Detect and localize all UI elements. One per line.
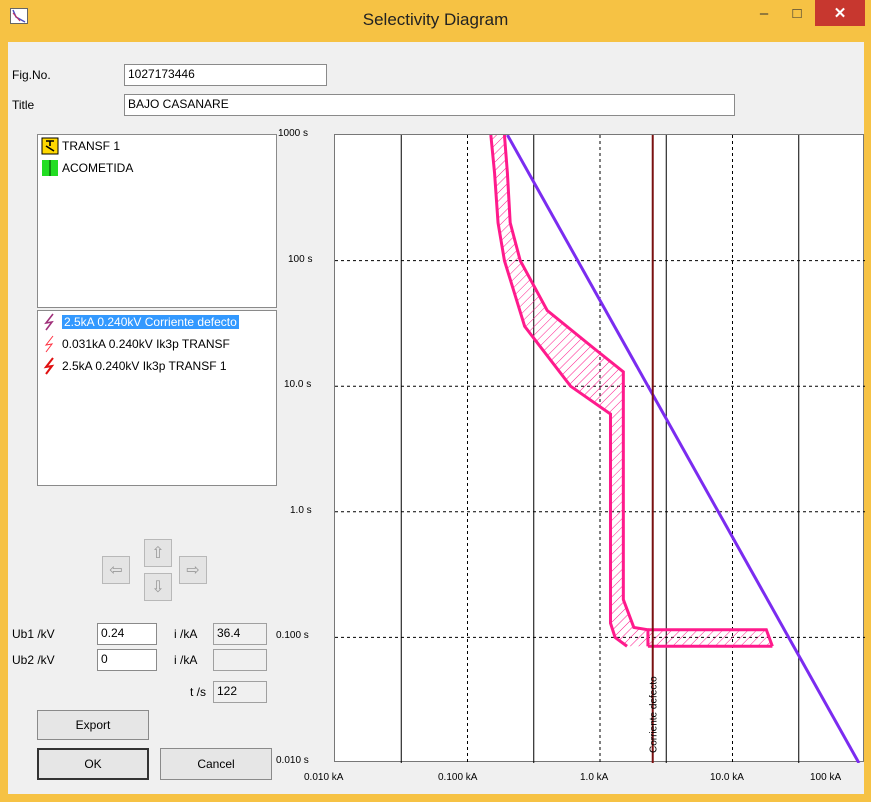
- breaker-band: [490, 135, 648, 647]
- ok-button[interactable]: OK: [37, 748, 149, 780]
- export-button[interactable]: Export: [37, 710, 149, 740]
- ub1-label: Ub1 /kV: [12, 627, 55, 641]
- current-label-2: i /kA: [174, 653, 198, 667]
- breaker-instantaneous-band: [647, 629, 773, 647]
- zoom-in-icon[interactable]: ⇧: [144, 539, 172, 567]
- list-item[interactable]: ACOMETIDA: [38, 157, 276, 179]
- app-icon: [10, 8, 28, 24]
- breaker-instantaneous: [647, 628, 774, 647]
- maximize-button[interactable]: □: [792, 4, 802, 22]
- minimize-button[interactable]: –: [759, 4, 769, 22]
- time-label: t /s: [190, 685, 207, 699]
- current-value-2: [213, 649, 267, 671]
- x-tick-label: 0.010 kA: [304, 772, 344, 783]
- x-tick-label: 0.100 kA: [438, 772, 478, 783]
- cancel-button[interactable]: Cancel: [160, 748, 272, 780]
- title-field[interactable]: BAJO CASANARE: [124, 94, 735, 116]
- title-label: Title: [12, 98, 35, 112]
- title-bar[interactable]: Selectivity Diagram – □ ✕: [0, 0, 871, 42]
- fault-icon: [41, 335, 59, 353]
- right-arrow-icon[interactable]: ⇨: [179, 556, 207, 584]
- window-title: Selectivity Diagram: [362, 10, 509, 29]
- ub2-field[interactable]: 0: [97, 649, 157, 671]
- ub2-label: Ub2 /kV: [12, 653, 55, 667]
- cable-icon: [41, 159, 59, 177]
- fault-list[interactable]: 2.5kA 0.240kV Corriente defecto 0.031kA …: [37, 310, 277, 486]
- x-tick-label: 100 kA: [810, 772, 842, 783]
- x-tick-label: 1.0 kA: [580, 772, 609, 783]
- list-item[interactable]: TRANSF 1: [38, 135, 276, 157]
- close-button[interactable]: ✕: [815, 0, 865, 26]
- selectivity-chart[interactable]: Corriente defecto: [334, 134, 865, 764]
- current-value: 36.4: [213, 623, 267, 645]
- y-tick-label: 0.100 s: [276, 630, 309, 641]
- fault-label: 0.031kA 0.240kV Ik3p TRANSF: [62, 337, 230, 351]
- breaker-curve-min: [489, 134, 628, 648]
- down-arrow-icon[interactable]: ⇩: [144, 573, 172, 601]
- y-tick-label: 1000 s: [278, 128, 309, 139]
- time-value: 122: [213, 681, 267, 703]
- ub1-field[interactable]: 0.24: [97, 623, 157, 645]
- list-item[interactable]: 2.5kA 0.240kV Ik3p TRANSF 1: [38, 355, 276, 377]
- dialog-body: Fig.No. 1027173446 Title BAJO CASANARE T…: [8, 42, 865, 794]
- fault-icon: [41, 313, 59, 331]
- fig-no-label: Fig.No.: [12, 68, 51, 82]
- x-tick-label: 10.0 kA: [710, 772, 744, 783]
- left-arrow-icon[interactable]: ⇦: [102, 556, 130, 584]
- fault-label: 2.5kA 0.240kV Corriente defecto: [62, 315, 239, 329]
- breaker-curve-max: [502, 134, 650, 647]
- fault-annotation: Corriente defecto: [649, 676, 660, 753]
- fault-icon: [41, 357, 59, 375]
- y-tick-label: 100 s: [288, 254, 313, 265]
- device-label: ACOMETIDA: [62, 161, 134, 175]
- y-tick-label: 1.0 s: [290, 505, 312, 516]
- chart-svg: Corriente defecto: [335, 134, 865, 764]
- list-item[interactable]: 0.031kA 0.240kV Ik3p TRANSF: [38, 333, 276, 355]
- y-tick-label: 0.010 s: [276, 755, 309, 766]
- transformer-curve: [506, 134, 861, 764]
- y-tick-label: 10.0 s: [284, 379, 312, 390]
- transformer-icon: [41, 137, 59, 155]
- current-label: i /kA: [174, 627, 198, 641]
- fig-no-field[interactable]: 1027173446: [124, 64, 327, 86]
- device-label: TRANSF 1: [62, 139, 121, 153]
- fault-label: 2.5kA 0.240kV Ik3p TRANSF 1: [62, 359, 227, 373]
- device-list[interactable]: TRANSF 1 ACOMETIDA: [37, 134, 277, 308]
- list-item[interactable]: 2.5kA 0.240kV Corriente defecto: [38, 311, 276, 333]
